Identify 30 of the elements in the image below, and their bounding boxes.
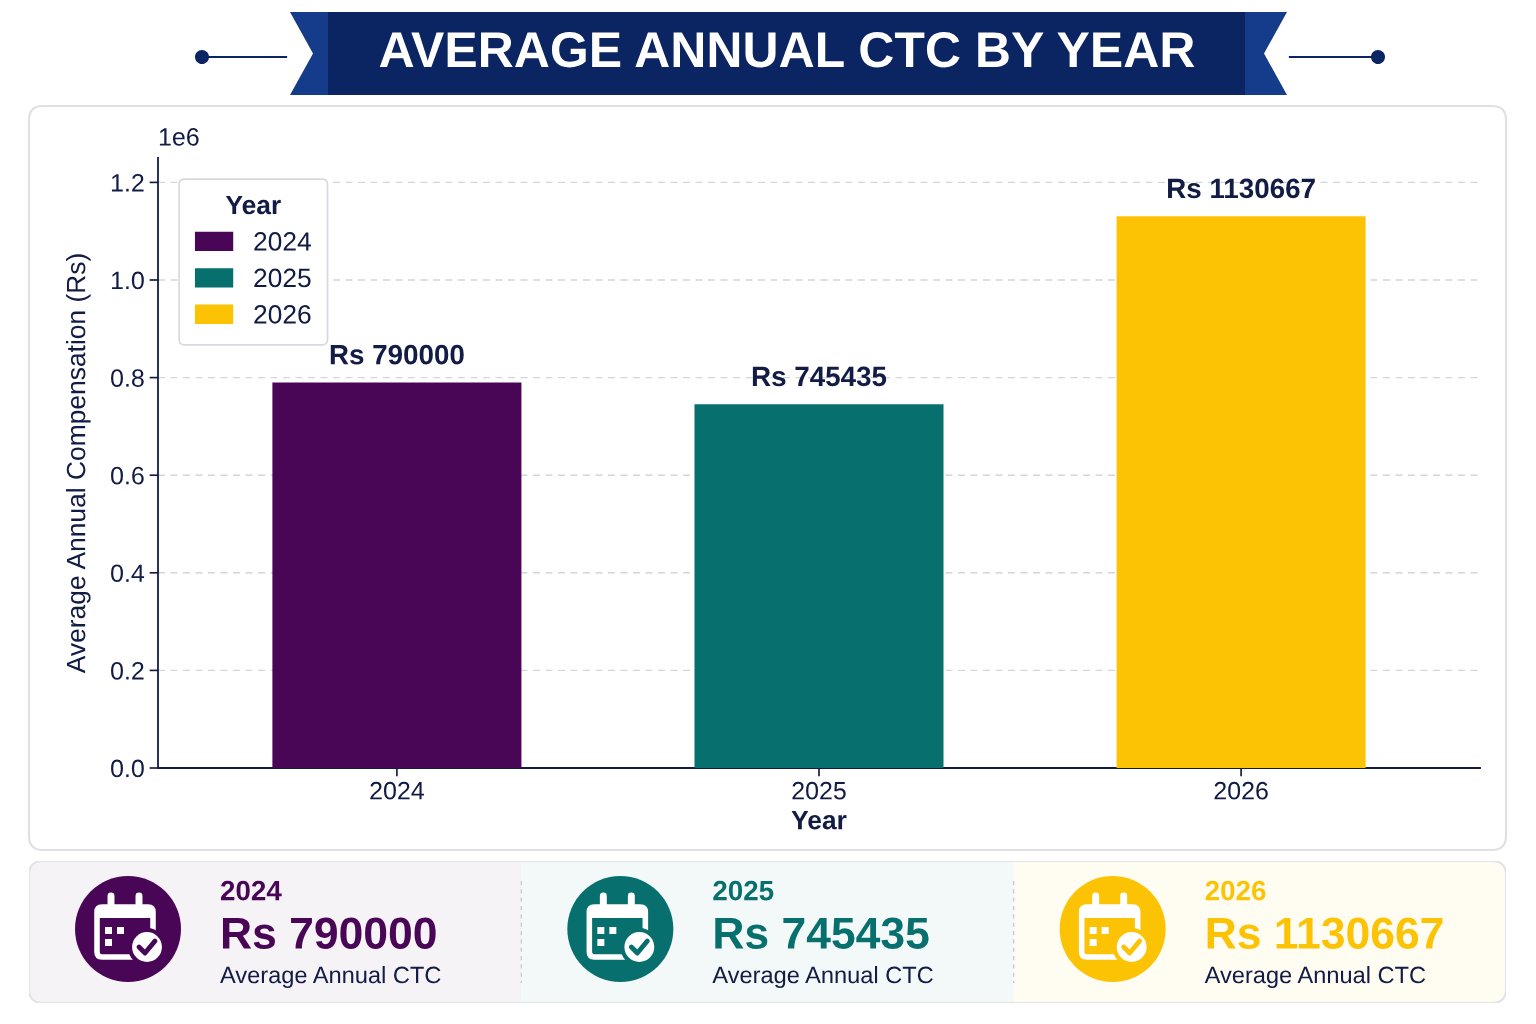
chart-title: AVERAGE ANNUAL CTC BY YEAR: [379, 32, 1195, 68]
text: Average Annual CTC: [712, 965, 933, 989]
data-label: Rs 1130667: [1168, 178, 1315, 199]
y-tick-label: 0.4: [111, 564, 145, 583]
legend-label: 2024: [254, 232, 311, 251]
data-label: Rs 745435: [752, 366, 887, 387]
data-label: Rs 790000: [330, 344, 464, 365]
legend-label: 2026: [254, 305, 311, 324]
y-tick-label: 0.8: [111, 369, 144, 387]
y-tick-label: 1.0: [111, 271, 144, 290]
text: Rs 790000: [222, 917, 436, 949]
text: Average Annual CTC: [220, 965, 441, 989]
y-tick-label: 1.2: [111, 174, 144, 192]
text: Average Annual CTC: [1204, 965, 1426, 989]
text: Rs 1130667: [1207, 917, 1443, 949]
y-tick-label: 0.2: [111, 662, 144, 680]
y-tick-label: 0.6: [111, 466, 144, 485]
y-tick-label: 0.0: [111, 759, 144, 778]
legend-title: Year: [225, 195, 281, 215]
text: 1e6: [159, 128, 199, 146]
legend-label: 2025: [254, 268, 311, 288]
text: 2026: [1205, 880, 1266, 901]
y-axis-title: Average Annual Compensation (Rs): [66, 254, 91, 674]
x-axis-title: Year: [791, 811, 847, 830]
x-tick-label: 2026: [1214, 781, 1268, 800]
text: 2024: [220, 880, 282, 901]
x-tick-label: 2025: [792, 781, 846, 800]
text: Rs 745435: [715, 917, 929, 949]
text: 2025: [713, 880, 774, 901]
x-tick-label: 2024: [370, 781, 424, 800]
